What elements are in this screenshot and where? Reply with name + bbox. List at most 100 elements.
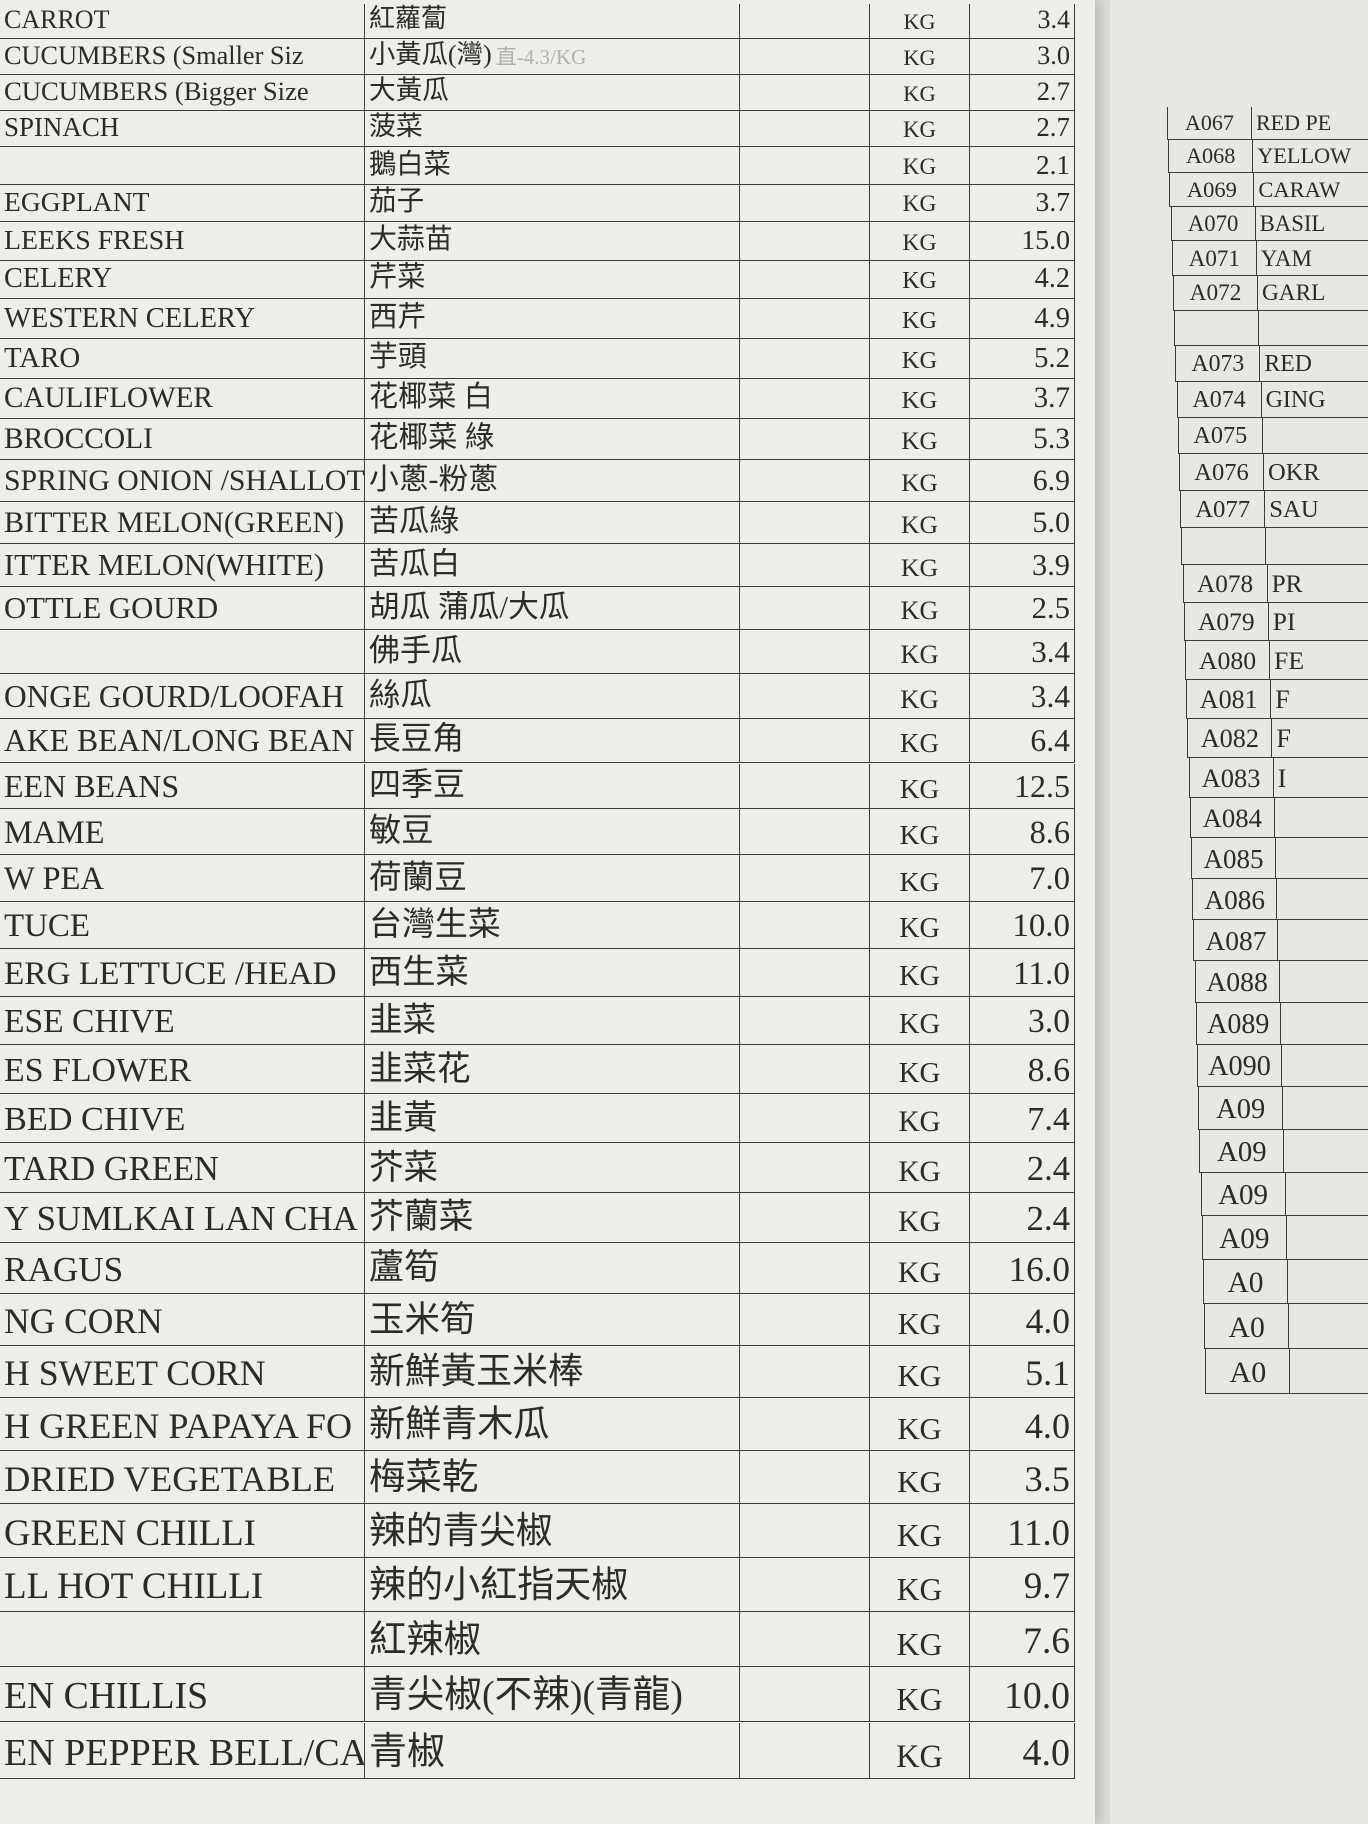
- item-name-text: SAU: [1269, 495, 1319, 523]
- price-text: 11.0: [1013, 954, 1070, 992]
- blank-cell: [740, 996, 870, 1045]
- blank-cell: [740, 855, 870, 902]
- chinese-name: 芥菜: [365, 1142, 740, 1193]
- unit-text: KG: [902, 117, 937, 143]
- price-text: 2.4: [1026, 1149, 1070, 1188]
- item-code: [1174, 310, 1260, 346]
- item-code: A083: [1188, 758, 1274, 799]
- english-name-text: ONGE GOURD/LOOFAH: [4, 678, 345, 714]
- english-name-text: CUCUMBERS (Bigger Size: [4, 75, 309, 106]
- blank-cell: [740, 1722, 870, 1779]
- item-name: [1283, 1087, 1368, 1130]
- item-code-text: A077: [1195, 495, 1251, 523]
- price: 3.4: [970, 4, 1075, 39]
- chinese-name: 西芹: [365, 299, 740, 339]
- item-code: A0: [1205, 1349, 1291, 1394]
- english-name-text: CELERY: [4, 263, 113, 295]
- price: 5.2: [970, 338, 1075, 379]
- item-name-text: CARAW: [1258, 177, 1341, 203]
- english-name: H GREEN PAPAYA FO: [0, 1398, 365, 1451]
- unit-text: KG: [901, 469, 938, 498]
- item-name-text: I: [1277, 763, 1287, 794]
- chinese-name-text: 青椒: [369, 1730, 446, 1773]
- price-text: 8.6: [1029, 814, 1070, 851]
- item-name: [1274, 798, 1368, 839]
- price-text: 5.3: [1033, 423, 1070, 456]
- unit-text: KG: [900, 596, 939, 626]
- item-code: A079: [1183, 603, 1269, 642]
- price-text: 4.2: [1034, 263, 1070, 295]
- price: 10.0: [970, 901, 1075, 949]
- unit: KG: [870, 184, 970, 223]
- item-code: A073: [1175, 345, 1261, 382]
- chinese-name: 敏豆: [365, 809, 740, 856]
- unit: KG: [870, 1557, 970, 1613]
- english-name: CAULIFLOWER: [0, 378, 365, 420]
- unit-text: KG: [901, 510, 938, 540]
- unit: KG: [870, 74, 970, 111]
- chinese-name: 青尖椒(不辣)(青龍): [365, 1667, 740, 1723]
- unit-text: KG: [898, 1206, 941, 1239]
- unit-text: KG: [899, 820, 940, 851]
- blank-cell: [740, 1450, 870, 1505]
- unit-text: KG: [900, 683, 939, 714]
- item-name-text: FE: [1274, 646, 1305, 675]
- price: 3.0: [970, 996, 1075, 1045]
- item-code-text: A068: [1185, 143, 1236, 169]
- english-name-text: OTTLE GOURD: [4, 591, 219, 626]
- english-name-text: Y SUMLKAI LAN CHA: [4, 1199, 358, 1239]
- unit-text: KG: [896, 1681, 943, 1718]
- unit: KG: [870, 1722, 970, 1779]
- english-name: ERG LETTUCE /HEAD: [0, 948, 365, 997]
- english-name: TARO: [0, 338, 365, 379]
- chinese-name: 辣的青尖椒: [365, 1504, 740, 1558]
- unit: KG: [870, 502, 970, 545]
- english-name-text: CAULIFLOWER: [4, 382, 213, 415]
- unit-text: KG: [896, 1572, 943, 1608]
- english-name: AKE BEAN/LONG BEAN: [0, 718, 365, 764]
- price-text: 4.0: [1022, 1731, 1071, 1774]
- chinese-name: 韭菜花: [365, 1044, 740, 1094]
- chinese-name-text: 西生菜: [369, 953, 469, 991]
- chinese-name: 新鮮青木瓜: [365, 1398, 740, 1451]
- chinese-name: 辣的小紅指天椒: [365, 1557, 740, 1613]
- chinese-name-text: 花椰菜 白: [369, 381, 493, 414]
- blank-cell: [740, 502, 870, 545]
- price-text: 3.4: [1037, 5, 1071, 34]
- unit: KG: [870, 1398, 970, 1451]
- item-code-text: A09: [1216, 1093, 1266, 1125]
- item-name: [1259, 311, 1368, 346]
- item-code: A069: [1169, 173, 1255, 208]
- item-code: A09: [1198, 1086, 1284, 1130]
- chinese-name: 韭黃: [365, 1093, 740, 1143]
- english-name: NG CORN: [0, 1294, 365, 1346]
- item-code: [1181, 527, 1267, 566]
- chinese-name-text: 佛手瓜: [369, 633, 463, 669]
- english-name: LEEKS FRESH: [0, 222, 365, 261]
- blank-cell: [740, 1294, 870, 1346]
- english-name: TARD GREEN: [0, 1142, 365, 1193]
- english-name-text: ES FLOWER: [4, 1051, 192, 1089]
- english-name: H SWEET CORN: [0, 1345, 365, 1399]
- item-code-text: A078: [1197, 570, 1254, 599]
- unit-text: KG: [901, 387, 938, 415]
- chinese-name-text: 辣的小紅指天椒: [369, 1565, 629, 1607]
- item-name: [1280, 1003, 1368, 1045]
- blank-cell: [740, 809, 870, 856]
- item-name-text: F: [1275, 685, 1290, 714]
- item-code: A085: [1191, 838, 1276, 879]
- english-name-text: H GREEN PAPAYA FO: [4, 1405, 353, 1446]
- item-code: A075: [1177, 417, 1263, 454]
- item-name: [1284, 1130, 1368, 1173]
- item-code: A09: [1199, 1129, 1285, 1173]
- english-name-text: TARD GREEN: [4, 1149, 219, 1188]
- unit: KG: [870, 1192, 970, 1244]
- english-name-text: ITTER MELON(WHITE): [4, 548, 325, 583]
- english-name-text: TUCE: [4, 907, 90, 944]
- item-name: I: [1273, 758, 1368, 799]
- price: 2.7: [970, 110, 1075, 148]
- item-code-text: A084: [1202, 803, 1263, 834]
- english-name: Y SUMLKAI LAN CHA: [0, 1192, 365, 1244]
- price: 3.4: [970, 674, 1075, 719]
- chinese-name: 芹菜: [365, 260, 740, 300]
